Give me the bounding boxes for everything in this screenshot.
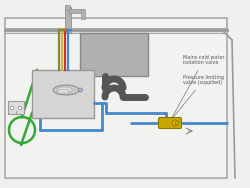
Ellipse shape [175,121,179,125]
Ellipse shape [56,87,72,93]
Bar [69,9,83,13]
Bar [8,101,24,114]
Bar [32,70,94,118]
Ellipse shape [53,85,79,95]
Bar [65,5,70,10]
Text: Mains cold water
isolation valve: Mains cold water isolation valve [170,55,224,121]
Ellipse shape [18,106,22,110]
Bar [80,33,148,76]
FancyBboxPatch shape [158,118,182,129]
Bar [65,7,71,33]
Ellipse shape [78,88,82,92]
Bar [5,28,227,33]
Bar [81,9,85,19]
Bar [58,89,68,93]
Bar [5,18,227,178]
Ellipse shape [172,120,178,126]
Ellipse shape [10,106,14,110]
Text: Pressure limiting
valve (supplied): Pressure limiting valve (supplied) [174,75,224,117]
